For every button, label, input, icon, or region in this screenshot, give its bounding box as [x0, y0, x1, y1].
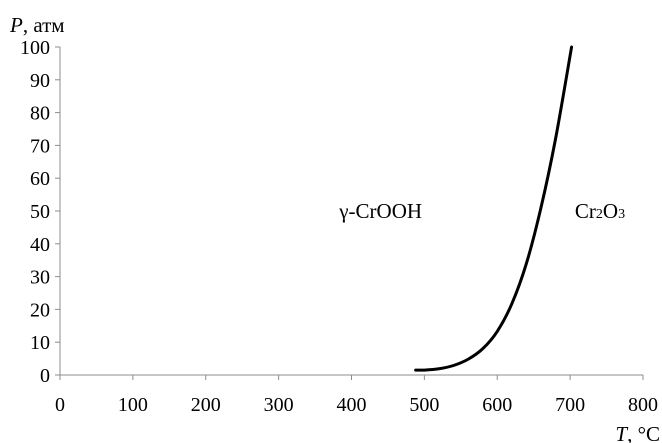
x-tick-label: 500: [409, 394, 439, 416]
x-tick-label: 600: [482, 394, 512, 416]
y-axis-ticks: 0 10 20 30 40 50 60 70 80 90 100: [20, 37, 60, 387]
x-tick-label: 800: [628, 394, 658, 416]
y-tick-label: 40: [30, 234, 50, 256]
annotation-part: 3: [618, 207, 625, 222]
x-tick-label: 200: [191, 394, 221, 416]
annotation-right-phase: Cr2O3: [575, 199, 625, 223]
x-tick-label: 300: [264, 394, 294, 416]
y-tick-label: 70: [30, 135, 50, 157]
y-tick-label: 90: [30, 70, 50, 92]
annotation-part: O: [603, 199, 618, 223]
x-axis-title: T, °C: [615, 422, 660, 443]
phase-boundary-line: [414, 45, 574, 372]
y-axis-unit: , атм: [23, 13, 65, 37]
x-axis-variable: T: [615, 422, 628, 443]
y-tick-label: 10: [30, 332, 50, 354]
series-layer: [414, 45, 574, 372]
y-tick-label: 50: [30, 201, 50, 223]
x-tick-label: 400: [337, 394, 367, 416]
y-tick-label: 30: [30, 267, 50, 289]
y-tick-label: 60: [30, 168, 50, 190]
x-axis-unit: , °C: [627, 422, 660, 443]
x-tick-label: 100: [118, 394, 148, 416]
x-tick-label: 700: [555, 394, 585, 416]
y-tick-label: 100: [20, 37, 50, 59]
y-tick-label: 0: [40, 365, 50, 387]
y-axis-variable: P: [9, 13, 23, 37]
y-tick-label: 20: [30, 299, 50, 321]
x-axis-ticks: 0 100 200 300 400 500 600 700 800: [55, 375, 658, 416]
annotations: γ-CrOOH Cr2O3: [338, 199, 625, 223]
y-tick-label: 80: [30, 103, 50, 125]
annotation-part: 2: [596, 207, 603, 222]
annotation-part: Cr: [575, 199, 596, 223]
annotation-left-phase: γ-CrOOH: [338, 199, 422, 223]
y-axis-title: P, атм: [9, 13, 65, 37]
x-tick-label: 0: [55, 394, 65, 416]
axis-titles: P, атм T, °C: [9, 13, 660, 443]
